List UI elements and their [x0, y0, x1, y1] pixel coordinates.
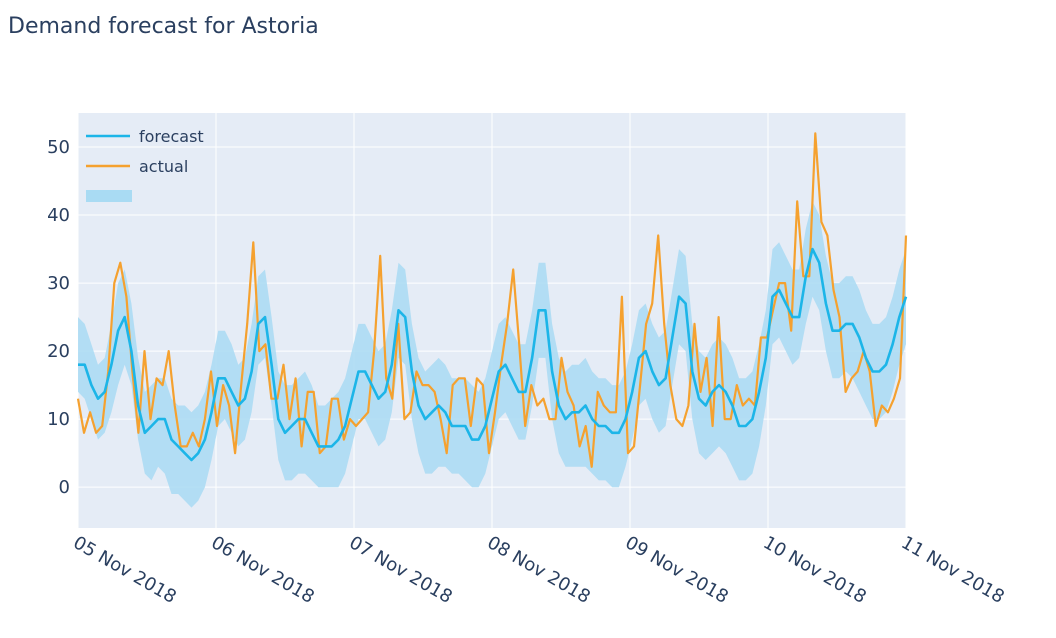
- y-axis-ticks: 0 10 20 30 40 50: [47, 137, 70, 498]
- legend-label: actual: [139, 157, 188, 176]
- y-tick-label: 40: [47, 205, 70, 226]
- x-tick-label: 10 Nov 2018: [760, 532, 870, 608]
- forecast-line: [78, 247, 908, 462]
- legend-item[interactable]: [86, 190, 132, 202]
- y-tick-label: 20: [47, 341, 70, 362]
- x-tick-label: 05 Nov 2018: [70, 532, 180, 608]
- x-tick-label: 09 Nov 2018: [622, 532, 732, 608]
- y-tick-label: 50: [47, 137, 70, 158]
- x-tick-label: 08 Nov 2018: [484, 532, 594, 608]
- x-axis-ticks: 05 Nov 2018 06 Nov 2018 07 Nov 2018 08 Nov …: [70, 532, 1008, 608]
- y-tick-label: 0: [59, 477, 70, 498]
- x-tick-label: 07 Nov 2018: [346, 532, 456, 608]
- legend[interactable]: forecast actual: [86, 127, 204, 202]
- legend-label: forecast: [139, 127, 204, 146]
- legend-swatch: [86, 190, 132, 202]
- x-tick-label: 06 Nov 2018: [208, 532, 318, 608]
- y-tick-label: 30: [47, 273, 70, 294]
- legend-item[interactable]: forecast: [86, 127, 204, 146]
- legend-item[interactable]: actual: [86, 157, 188, 176]
- series-lines-layer: [76, 132, 908, 468]
- x-tick-label: 11 Nov 2018: [898, 532, 1008, 608]
- y-tick-label: 10: [47, 409, 70, 430]
- chart-title: Demand forecast for Astoria: [8, 14, 319, 39]
